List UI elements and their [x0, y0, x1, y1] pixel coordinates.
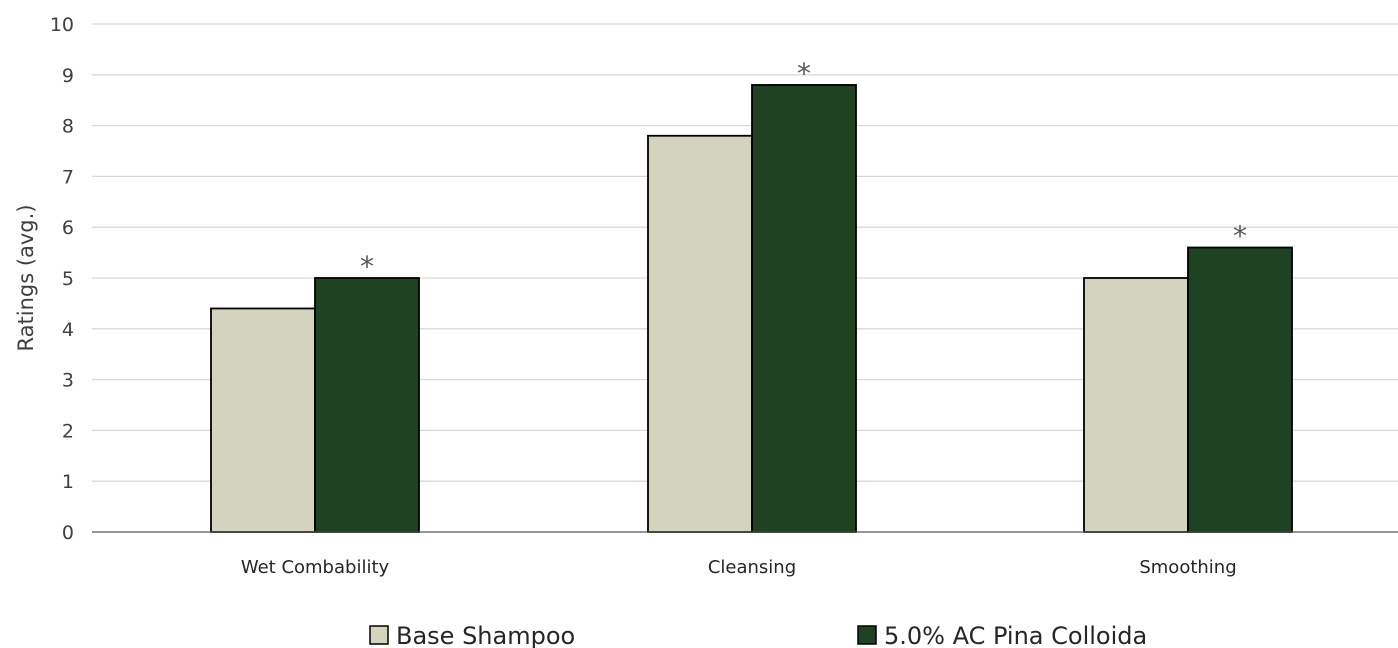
bar-pina-colloida: [751, 84, 857, 533]
legend-swatch: [369, 625, 389, 645]
annotations: * * *: [360, 57, 1247, 283]
y-tick-label: 9: [62, 65, 74, 87]
y-tick-label: 10: [50, 14, 74, 36]
y-tick-label: 1: [62, 471, 74, 493]
significance-marker: *: [360, 250, 374, 283]
x-category-label: Smoothing: [1139, 557, 1236, 578]
bar-pina-colloida: [1187, 246, 1293, 533]
y-tick-label: 8: [62, 116, 74, 138]
legend-item: 5.0% AC Pina Colloida: [857, 622, 1147, 648]
significance-marker: *: [1233, 220, 1247, 253]
y-tick-label: 7: [62, 166, 74, 188]
bar-base-shampoo: [210, 307, 316, 533]
x-category-labels: Wet Combability Cleansing Smoothing: [241, 557, 1237, 578]
bar-pina-colloida: [314, 277, 420, 533]
y-tick-label: 5: [62, 268, 74, 290]
legend: Base Shampoo 5.0% AC Pina Colloida: [369, 622, 1147, 648]
y-axis-label: Ratings (avg.): [14, 204, 38, 351]
bar-base-shampoo: [1083, 277, 1189, 533]
legend-label: Base Shampoo: [396, 622, 575, 648]
bar-base-shampoo: [647, 134, 753, 533]
y-tick-label: 2: [62, 420, 74, 442]
y-tick-labels: 0 1 2 3 4 5 6 7 8 9 10: [50, 14, 74, 544]
y-tick-label: 4: [62, 319, 74, 341]
bars: [210, 84, 1293, 533]
legend-item: Base Shampoo: [369, 622, 575, 648]
y-tick-label: 3: [62, 370, 74, 392]
legend-swatch: [857, 625, 877, 645]
y-tick-label: 0: [62, 522, 74, 544]
significance-marker: *: [797, 57, 811, 90]
x-category-label: Cleansing: [708, 557, 796, 578]
y-tick-label: 6: [62, 217, 74, 239]
x-category-label: Wet Combability: [241, 557, 390, 578]
legend-label: 5.0% AC Pina Colloida: [884, 622, 1147, 648]
